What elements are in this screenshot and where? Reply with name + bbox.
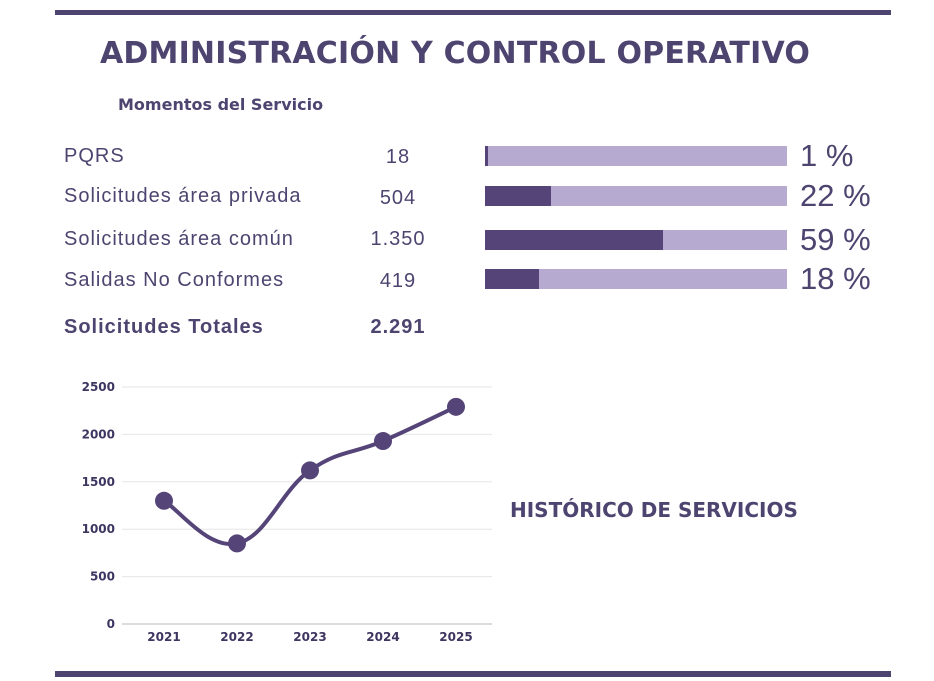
chart-title: HISTÓRICO DE SERVICIOS — [510, 498, 798, 522]
data-point — [155, 491, 173, 510]
row-label-area-comun: Solicitudes área común — [64, 228, 294, 250]
section-subtitle: Momentos del Servicio — [118, 95, 324, 114]
progress-fill — [485, 269, 540, 289]
progress-fill — [485, 186, 552, 206]
x-tick-label: 2024 — [366, 630, 399, 644]
top-rule — [55, 10, 891, 15]
data-point — [447, 397, 465, 416]
data-point — [301, 461, 319, 480]
row-value-pqrs: 18 — [385, 146, 411, 168]
row-value-area-comun: 1.350 — [370, 228, 426, 250]
percent-area-privada: 22 % — [800, 178, 871, 213]
percent-no-conformes: 18 % — [800, 261, 871, 296]
progress-bar-pqrs — [485, 146, 787, 166]
y-tick-label: 1000 — [82, 522, 115, 536]
row-value-area-privada: 504 — [379, 187, 417, 209]
row-value-no-conformes: 419 — [379, 270, 417, 292]
data-point — [374, 432, 392, 451]
progress-fill — [485, 146, 489, 166]
x-tick-label: 2022 — [220, 630, 253, 644]
historic-line-chart: 0 500 1000 1500 2000 2500 2021 2022 2023 2024 2025 — [82, 380, 492, 644]
y-tick-label: 2500 — [82, 380, 115, 394]
progress-bar-area-privada — [485, 186, 787, 206]
progress-bar-area-comun — [485, 230, 787, 250]
percent-area-comun: 59 % — [800, 222, 871, 257]
progress-fill — [485, 230, 664, 250]
y-tick-label: 2000 — [82, 427, 115, 441]
row-label-no-conformes: Salidas No Conformes — [64, 269, 285, 291]
y-tick-label: 0 — [107, 617, 115, 631]
row-label-area-privada: Solicitudes área privada — [64, 185, 302, 207]
progress-bar-no-conformes — [485, 269, 787, 289]
x-tick-label: 2021 — [147, 630, 180, 644]
total-value: 2.291 — [370, 316, 426, 338]
total-label: Solicitudes Totales — [64, 316, 264, 338]
percent-pqrs: 1 % — [800, 138, 854, 173]
x-tick-label: 2025 — [439, 630, 472, 644]
x-tick-label: 2023 — [293, 630, 326, 644]
bottom-rule — [55, 671, 891, 677]
y-tick-label: 500 — [90, 570, 115, 584]
row-label-pqrs: PQRS — [64, 145, 125, 167]
page-title: ADMINISTRACIÓN Y CONTROL OPERATIVO — [100, 36, 811, 71]
data-point — [228, 534, 246, 553]
y-tick-label: 1500 — [82, 475, 115, 489]
